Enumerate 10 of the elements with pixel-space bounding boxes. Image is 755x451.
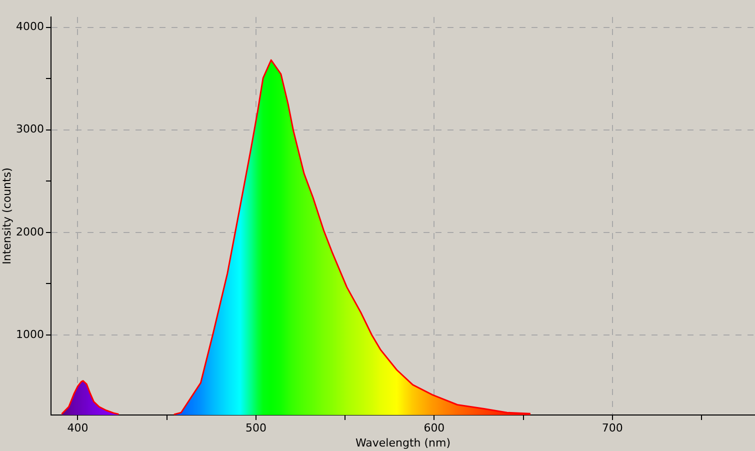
y-tick-label: 3000 [16,122,44,136]
x-axis-title: Wavelength (nm) [355,436,451,450]
x-tick-label: 400 [67,421,88,434]
y-axis-title: Intensity (counts) [0,168,14,264]
x-tick-label: 500 [245,421,266,434]
y-tick-label: 1000 [16,328,44,341]
y-tick-label: 4000 [16,20,44,34]
y-tick-label: 2000 [16,225,44,238]
x-tick-label: 700 [602,421,623,434]
x-tick-label: 600 [424,421,445,434]
